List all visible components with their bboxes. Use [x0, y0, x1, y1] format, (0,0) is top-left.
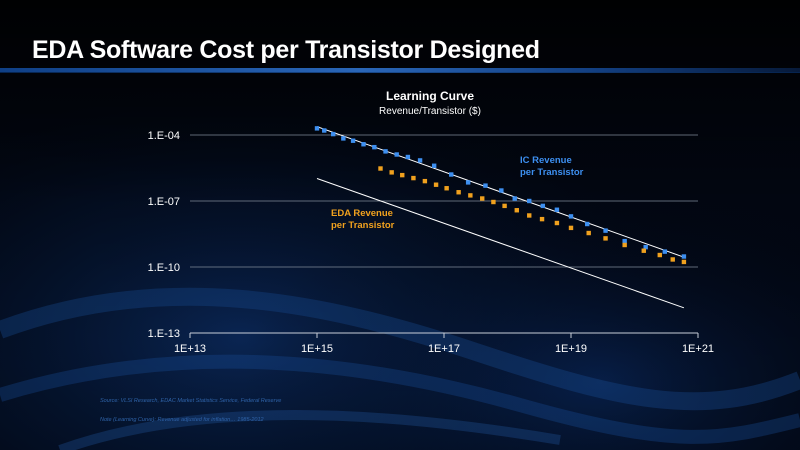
x-tick-label: 1E+19 [555, 343, 587, 355]
eda-data-point [539, 216, 545, 222]
x-tick-label: 1E+15 [301, 343, 333, 355]
eda-data-point [514, 208, 519, 213]
eda-data-point [389, 170, 394, 175]
axes [189, 332, 699, 338]
title-underline-shadow [0, 72, 800, 73]
chart-subtitle: Revenue/Transistor ($) [379, 106, 481, 117]
title-underline [0, 68, 800, 72]
slide-title: EDA Software Cost per Transistor Designe… [32, 36, 540, 64]
ic-data-point [383, 149, 388, 154]
x-tick-label: 1E+13 [174, 343, 206, 355]
trendline-eda [316, 178, 685, 309]
y-tick-label: 1.E-13 [148, 328, 180, 340]
source-footnote: Source: VLSI Research, EDAC Market Stati… [100, 398, 282, 404]
x-tick-label: 1E+17 [428, 343, 460, 355]
ic-data-point [314, 126, 320, 131]
eda-data-point [670, 257, 675, 262]
ic-data-point [431, 163, 437, 168]
data-points [314, 126, 687, 265]
ic-data-point [405, 154, 411, 160]
eda-data-point [554, 220, 560, 226]
ic-data-point [322, 128, 327, 133]
eda-data-point [480, 196, 485, 201]
ic-data-point [585, 221, 590, 227]
eda-data-point [422, 178, 428, 184]
gridlines [190, 134, 698, 268]
ic-data-point [662, 249, 667, 254]
ic-data-point [603, 228, 608, 233]
ic-series-label-line2: per Transistor [520, 167, 584, 178]
ic-data-point [361, 142, 366, 147]
ic-data-point [499, 188, 504, 193]
ic-data-point [643, 244, 648, 250]
eda-data-point [657, 252, 662, 258]
ic-data-point [554, 207, 560, 212]
ic-data-point [341, 136, 346, 141]
eda-data-point [444, 186, 449, 191]
eda-data-point [568, 225, 574, 231]
ic-data-point [512, 196, 517, 201]
eda-data-point [456, 190, 461, 195]
ic-data-point [449, 172, 454, 177]
ic-data-point [540, 203, 546, 209]
ic-data-point [622, 238, 627, 244]
ic-data-point [394, 152, 399, 157]
eda-data-point [400, 172, 405, 178]
eda-data-point [622, 242, 627, 248]
chart-title: Learning Curve [386, 89, 474, 103]
ic-data-point [483, 183, 488, 188]
eda-data-point [491, 199, 496, 205]
eda-series-label: EDA Revenue [331, 208, 393, 219]
adjustment-footnote: Note (Learning Curve): Revenue adjusted … [100, 417, 264, 423]
ic-data-point [417, 158, 423, 163]
ic-series-label: IC Revenue [520, 155, 572, 166]
y-tick-label: 1.E-10 [148, 262, 180, 274]
chart-labels: 1.E-13 1.E-10 1.E-07 1.E-04 1E+13 1E+15 1E+17 1… [148, 89, 714, 355]
eda-data-point [433, 182, 439, 187]
eda-data-point [641, 248, 646, 253]
ic-data-point [465, 180, 471, 185]
eda-data-point [527, 213, 532, 218]
ic-data-point [527, 198, 532, 204]
y-tick-label: 1.E-04 [148, 130, 180, 142]
x-tick-label: 1E+21 [682, 343, 714, 355]
ic-data-point [568, 214, 574, 219]
eda-data-point [502, 203, 507, 209]
eda-data-point [586, 230, 591, 236]
ic-data-point [331, 131, 336, 137]
ic-data-point [681, 254, 687, 259]
eda-data-point [603, 236, 608, 241]
eda-data-point [378, 166, 383, 171]
y-tick-label: 1.E-07 [148, 196, 180, 208]
eda-data-point [468, 193, 473, 198]
eda-data-point [411, 175, 416, 181]
eda-series-label-line2: per Transistor [331, 220, 395, 231]
ic-data-point [372, 144, 377, 150]
eda-data-point [681, 259, 687, 265]
ic-data-point [350, 138, 356, 143]
